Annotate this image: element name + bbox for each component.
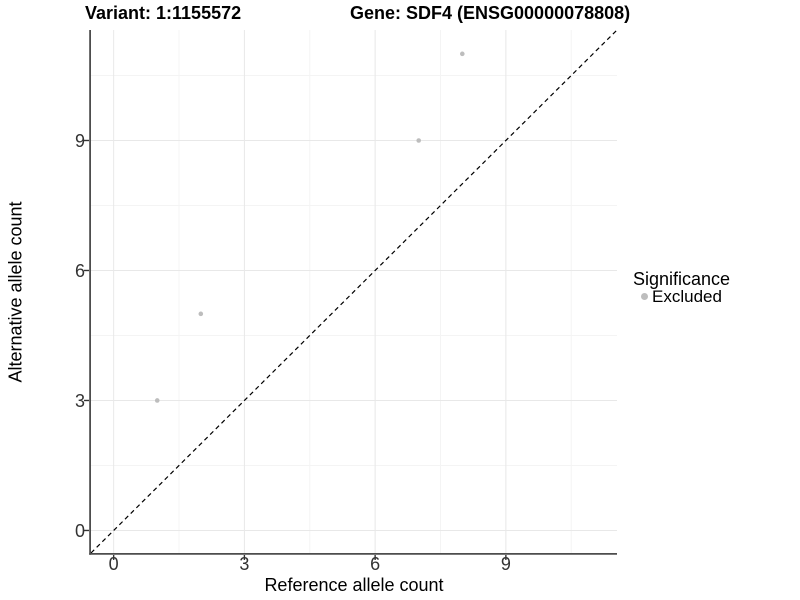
x-tick-label: 9	[501, 554, 511, 574]
variant-title: Variant: 1:1155572	[85, 3, 242, 23]
legend-entry-label: Excluded	[652, 287, 722, 306]
legend: Significance Excluded	[633, 270, 730, 305]
data-point	[154, 398, 160, 403]
identity-line	[90, 29, 618, 554]
y-axis-title: Alternative allele count	[5, 201, 26, 383]
data-point	[416, 138, 422, 143]
data-point	[198, 311, 204, 317]
legend-title: Significance	[633, 269, 731, 289]
x-tick-label: 6	[370, 554, 380, 574]
gene-title: Gene: SDF4 (ENSG00000078808)	[350, 3, 631, 23]
y-tick-label: 6	[75, 261, 85, 281]
y-tick-label: 3	[75, 391, 85, 411]
y-tick-label: 0	[75, 521, 85, 541]
legend-point-icon	[641, 293, 648, 300]
x-tick-label: 0	[109, 554, 119, 574]
legend-entry-excluded: Excluded	[633, 288, 730, 305]
y-tick-label: 9	[75, 131, 85, 151]
x-axis-title: Reference allele count	[264, 575, 444, 595]
data-point	[459, 51, 465, 57]
x-tick-label: 3	[239, 554, 249, 574]
